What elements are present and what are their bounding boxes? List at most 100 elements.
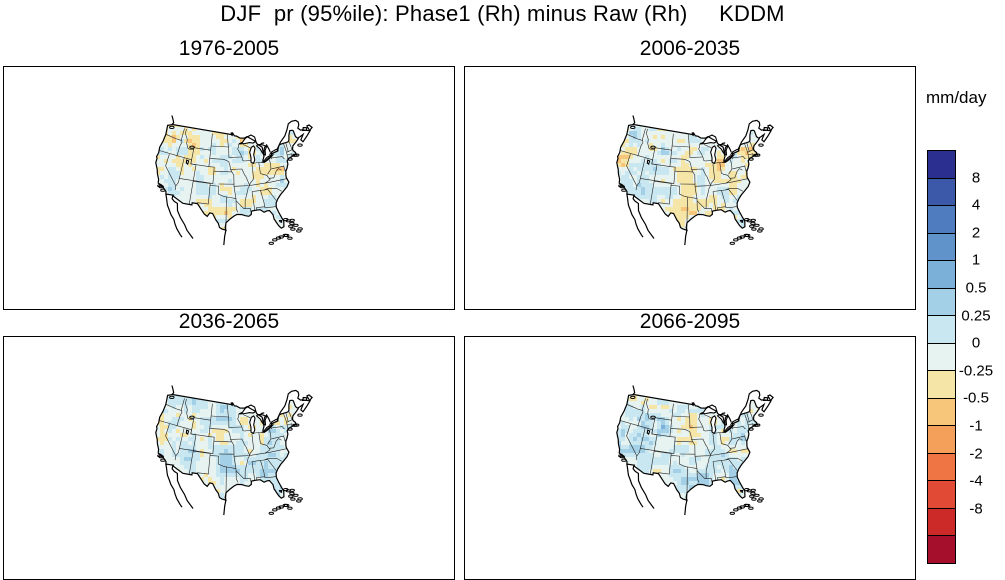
- island-outline: [754, 223, 760, 227]
- state-boundary: [249, 433, 254, 456]
- state-boundary: [626, 404, 643, 411]
- colorbar-label: -8: [958, 500, 994, 517]
- island-outline: [758, 413, 764, 417]
- state-boundary: [646, 398, 655, 420]
- us-coastline: [616, 123, 761, 232]
- us-coastline: [155, 393, 300, 502]
- island-outline: [297, 143, 303, 147]
- state-boundary: [235, 200, 246, 209]
- state-boundary: [208, 133, 215, 184]
- island-outline: [268, 241, 274, 245]
- state-boundary: [193, 417, 211, 421]
- colorbar-bin: [928, 178, 955, 207]
- colorbar: [927, 150, 956, 564]
- mexico-coastline: [632, 195, 655, 239]
- state-boundary: [744, 143, 750, 159]
- lake-outline: [238, 134, 257, 145]
- state-boundary: [689, 161, 696, 185]
- state-boundary: [731, 426, 746, 430]
- state-boundary: [725, 205, 737, 209]
- state-boundary: [251, 190, 265, 211]
- state-boundary: [165, 424, 177, 457]
- state-boundary: [174, 158, 185, 191]
- map-canvas-3: [155, 385, 313, 516]
- state-boundary: [211, 415, 229, 418]
- canada-coastline: [632, 385, 636, 396]
- state-boundary: [721, 173, 732, 184]
- colorbar-label: 0.5: [958, 280, 994, 297]
- island-outline: [282, 233, 288, 237]
- state-boundary: [213, 440, 232, 443]
- island-outline: [751, 227, 757, 231]
- state-boundary: [710, 163, 715, 186]
- state-boundary: [746, 412, 750, 422]
- island-outline: [290, 497, 296, 501]
- island-outline: [753, 423, 759, 427]
- state-boundary: [669, 133, 676, 184]
- canada-coastline: [171, 115, 175, 126]
- state-boundary: [649, 159, 658, 205]
- canada-coastline: [762, 396, 769, 402]
- state-boundary: [725, 458, 743, 462]
- state-boundary: [176, 128, 185, 157]
- state-boundary: [719, 432, 722, 444]
- island-outline: [160, 458, 166, 462]
- state-boundary: [712, 190, 726, 211]
- state-boundary: [258, 432, 261, 444]
- island-outline: [736, 506, 743, 510]
- canada-coastline: [258, 412, 265, 416]
- state-boundary: [288, 410, 293, 420]
- state-boundary: [230, 438, 247, 447]
- island-outline: [621, 188, 627, 192]
- state-boundary: [251, 161, 263, 164]
- state-boundary: [241, 426, 251, 432]
- map-canvas-4: [616, 385, 774, 516]
- state-boundary: [230, 168, 247, 177]
- island-outline: [293, 493, 299, 497]
- island-outline: [751, 497, 757, 501]
- canada-coastline: [767, 124, 774, 132]
- state-boundary: [244, 176, 252, 212]
- lake-outline: [646, 429, 651, 436]
- canada-coastline: [719, 412, 726, 416]
- state-boundary: [747, 153, 754, 157]
- island-outline: [287, 236, 293, 240]
- state-boundary: [159, 150, 192, 161]
- island-outline: [287, 157, 293, 161]
- lake-outline: [699, 404, 718, 415]
- colorbar-label: 0: [958, 335, 994, 352]
- state-boundary: [691, 168, 708, 177]
- island-outline: [618, 454, 624, 458]
- island-outline: [749, 494, 755, 498]
- state-boundary: [654, 417, 672, 421]
- state-boundary: [654, 450, 672, 475]
- panel-title-4: 2066-2095: [464, 310, 916, 334]
- state-boundary: [208, 403, 215, 454]
- lake-outline: [710, 145, 717, 165]
- canada-coastline: [301, 126, 308, 132]
- mexico-coastline: [626, 194, 644, 238]
- state-boundary: [749, 140, 754, 150]
- state-boundary: [696, 200, 707, 209]
- canada-coastline: [632, 115, 636, 126]
- state-boundary: [193, 147, 211, 151]
- island-outline: [757, 229, 763, 233]
- lake-outline: [739, 219, 744, 223]
- map-panel-4: [464, 336, 916, 580]
- state-boundary: [264, 205, 276, 209]
- island-outline: [288, 224, 294, 228]
- state-boundary: [747, 423, 754, 427]
- state-boundary: [654, 147, 672, 151]
- state-boundary: [637, 398, 646, 427]
- state-boundary: [635, 158, 646, 191]
- colorbar-bin: [928, 288, 955, 317]
- island-outline: [287, 427, 293, 431]
- state-boundary: [270, 426, 285, 430]
- state-boundary: [213, 170, 232, 173]
- colorbar-label: 8: [958, 169, 994, 186]
- state-boundary: [264, 475, 276, 479]
- island-outline: [729, 241, 735, 245]
- canada-coastline: [277, 119, 311, 149]
- state-boundary: [712, 161, 724, 164]
- canada-coastline: [263, 143, 271, 157]
